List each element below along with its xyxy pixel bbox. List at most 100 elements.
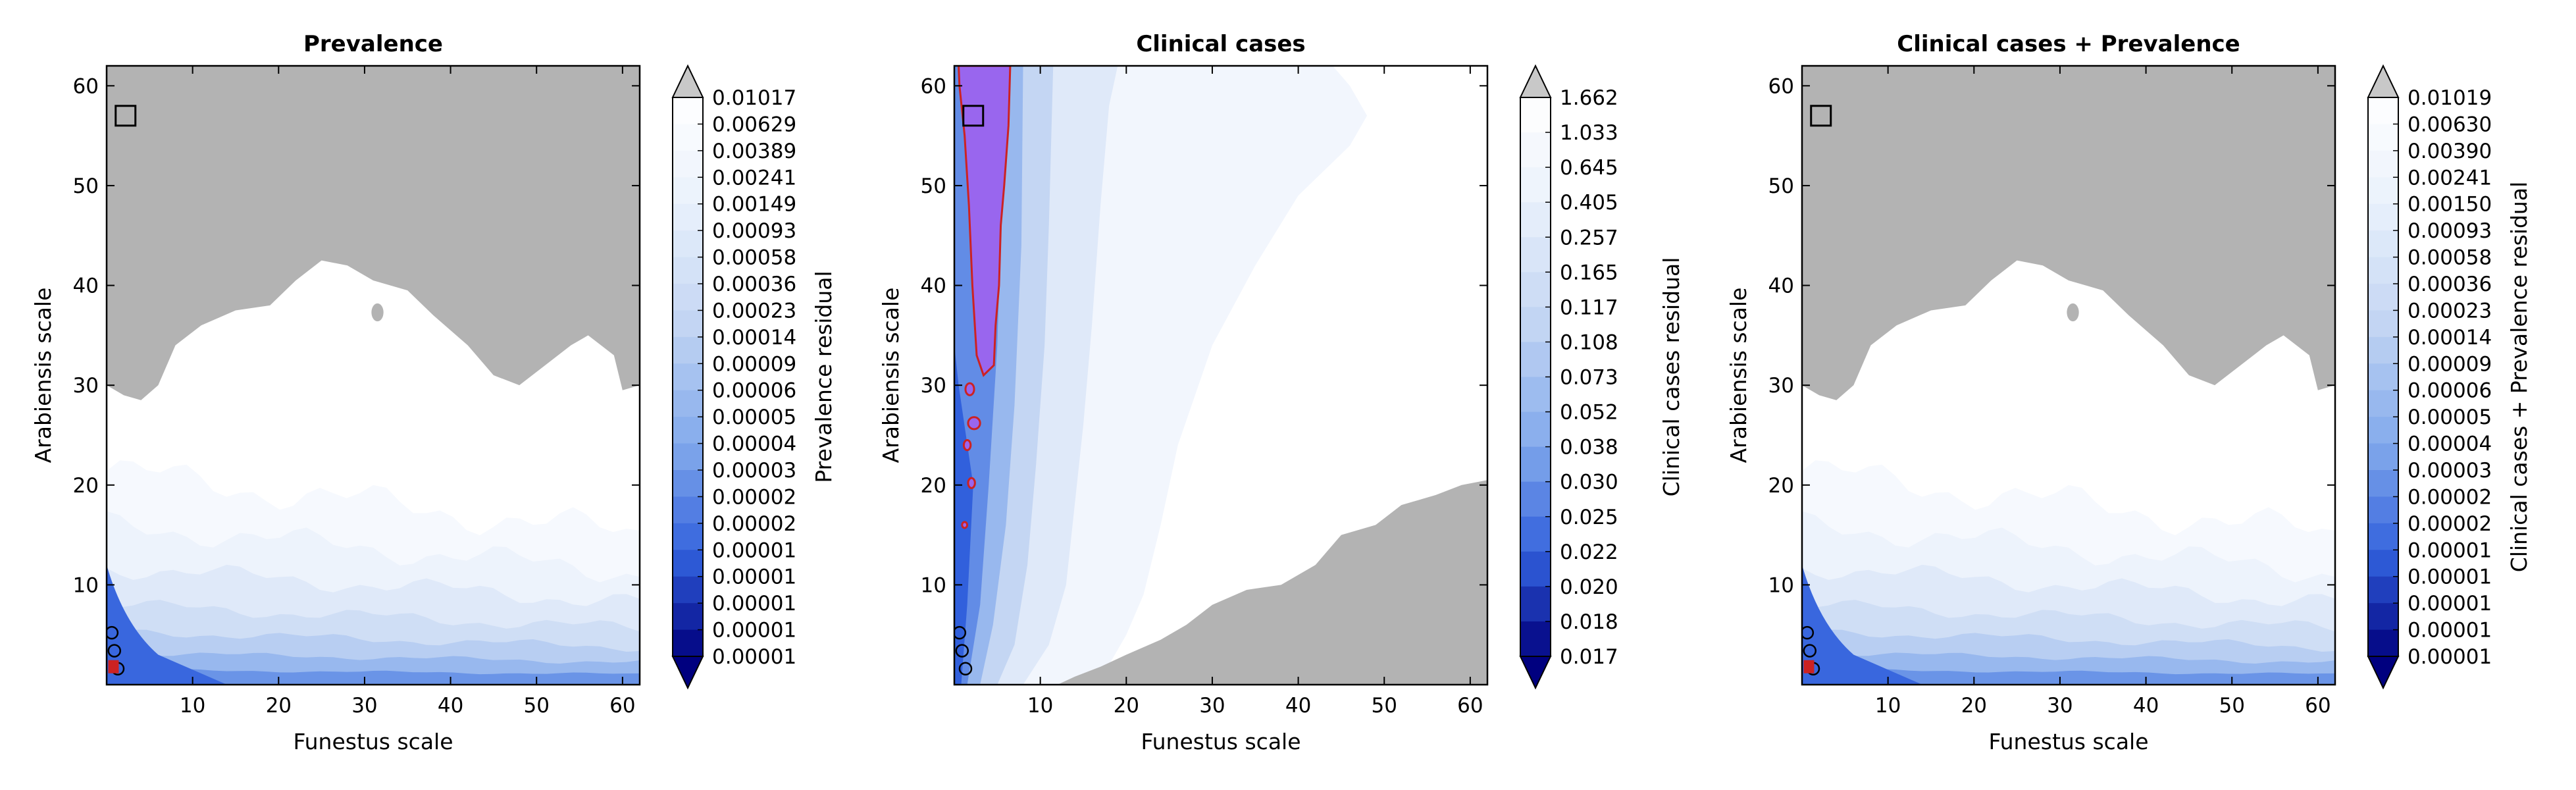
colorbar-tick-label: 1.033 bbox=[1560, 121, 1618, 145]
colorbar-segment bbox=[2368, 336, 2398, 364]
x-tick-label: 50 bbox=[523, 694, 549, 718]
colorbar-tick-label: 0.00004 bbox=[712, 433, 796, 456]
colorbar-segment bbox=[673, 496, 703, 524]
contour-circle-2 bbox=[107, 644, 122, 658]
colorbar-tick-label: 0.00001 bbox=[2408, 592, 2492, 616]
colorbar-tick-label: 0.165 bbox=[1560, 261, 1618, 284]
x-tick-label: 10 bbox=[180, 694, 205, 718]
y-tick-label: 60 bbox=[73, 74, 99, 98]
colorbar-segment bbox=[673, 203, 703, 231]
axes-frame bbox=[105, 65, 641, 686]
y-tick-label: 40 bbox=[73, 275, 99, 298]
contour-level-7 bbox=[107, 669, 640, 685]
colorbar-tick-label: 0.00036 bbox=[712, 273, 796, 296]
colorbar-extend-min bbox=[671, 656, 704, 690]
x-tick-label: 20 bbox=[1114, 694, 1139, 718]
colorbar-tick-label: 0.00058 bbox=[712, 246, 796, 270]
colorbar-tick-label: 0.00001 bbox=[2408, 645, 2492, 669]
y-tick-label: 20 bbox=[1768, 474, 1794, 498]
colorbar-tick-label: 0.00241 bbox=[712, 166, 796, 190]
colorbar-tick-label: 0.00006 bbox=[712, 379, 796, 403]
colorbar-segment bbox=[673, 363, 703, 391]
colorbar-tick-label: 0.020 bbox=[1560, 575, 1618, 599]
colorbar-segment bbox=[673, 284, 703, 311]
colorbar-segment bbox=[673, 470, 703, 498]
colorbar-segment bbox=[673, 150, 703, 178]
colorbar-segment bbox=[673, 336, 703, 364]
significant-blob-3 bbox=[962, 439, 972, 452]
colorbar-segment bbox=[1520, 586, 1551, 622]
axes-frame bbox=[953, 65, 1489, 686]
y-tick-label: 50 bbox=[921, 174, 946, 198]
colorbar-segment bbox=[673, 603, 703, 631]
colorbar: 0.010190.006300.003900.002410.001500.000… bbox=[2367, 64, 2532, 690]
axes-frame bbox=[1801, 65, 2336, 686]
chart-panel-1: 10 20 30 40 50 60 10 20 30 40 50 60 Prevalence Funest… bbox=[30, 31, 837, 754]
x-axis-label: Funestus scale bbox=[293, 729, 453, 754]
colorbar-segment bbox=[2368, 523, 2398, 550]
colorbar-segment bbox=[673, 390, 703, 417]
colorbar-tick-label: 0.017 bbox=[1560, 645, 1618, 669]
contour-fill-1 bbox=[108, 660, 119, 673]
x-axis-label: Funestus scale bbox=[1988, 729, 2148, 754]
colorbar-tick-label: 0.00014 bbox=[2408, 326, 2492, 350]
colorbar-segment bbox=[1520, 97, 1551, 133]
x-tick-label: 10 bbox=[1875, 694, 1901, 718]
colorbar-tick-label: 0.00389 bbox=[712, 140, 796, 163]
y-tick-label: 60 bbox=[921, 74, 946, 98]
colorbar-segment bbox=[2368, 203, 2398, 231]
contour-circle-2 bbox=[1803, 644, 1817, 658]
colorbar-segment bbox=[1520, 342, 1551, 378]
colorbar-tick-label: 0.01019 bbox=[2408, 86, 2492, 110]
x-tick-label: 60 bbox=[609, 694, 635, 718]
colorbar-tick-label: 0.00149 bbox=[712, 193, 796, 217]
colorbar-tick-label: 0.00001 bbox=[712, 566, 796, 589]
colorbar-tick-label: 0.00093 bbox=[712, 219, 796, 243]
colorbar-tick-label: 0.025 bbox=[1560, 506, 1618, 529]
contour-level-6 bbox=[954, 345, 973, 685]
colorbar-tick-label: 0.00002 bbox=[712, 512, 796, 536]
colorbar-tick-label: 0.00002 bbox=[712, 485, 796, 509]
colorbar-tick-label: 0.00023 bbox=[2408, 299, 2492, 323]
colorbar-segment bbox=[1520, 377, 1551, 413]
colorbar-segment bbox=[2368, 310, 2398, 338]
colorbar-segment bbox=[1520, 237, 1551, 273]
colorbar-tick-label: 0.405 bbox=[1560, 191, 1618, 215]
y-axis-label: Arabiensis scale bbox=[1726, 288, 1751, 463]
colorbar-tick-label: 0.00003 bbox=[2408, 459, 2492, 483]
colorbar-segment bbox=[1520, 202, 1551, 238]
colorbar-tick-label: 0.00001 bbox=[712, 645, 796, 669]
y-axis-label: Arabiensis scale bbox=[30, 288, 56, 463]
y-tick-label: 50 bbox=[1768, 174, 1794, 198]
colorbar-tick-label: 0.108 bbox=[1560, 330, 1618, 354]
y-tick-label: 10 bbox=[921, 573, 946, 597]
colorbar-segment bbox=[2368, 470, 2398, 498]
colorbar-tick-label: 0.00629 bbox=[712, 113, 796, 136]
y-tick-label: 10 bbox=[73, 573, 99, 597]
colorbar-tick-label: 0.00001 bbox=[2408, 539, 2492, 562]
contour-circle-3 bbox=[958, 662, 973, 675]
x-tick-label: 20 bbox=[1961, 694, 1987, 718]
x-tick-label: 50 bbox=[1371, 694, 1397, 718]
colorbar-segment bbox=[673, 230, 703, 258]
colorbar-segment bbox=[673, 576, 703, 604]
colorbar-tick-label: 0.00003 bbox=[712, 459, 796, 483]
gray-region bbox=[1057, 480, 1487, 685]
y-tick-label: 30 bbox=[921, 374, 946, 398]
colorbar-tick-label: 0.00150 bbox=[2408, 193, 2492, 217]
colorbar-tick-label: 0.052 bbox=[1560, 401, 1618, 425]
colorbar-tick-label: 0.257 bbox=[1560, 226, 1618, 250]
colorbar-segment bbox=[2368, 390, 2398, 417]
colorbar-segment bbox=[673, 523, 703, 550]
contour-circle-1 bbox=[107, 625, 119, 640]
y-tick-label: 20 bbox=[73, 474, 99, 498]
chart-panel-3: 10 20 30 40 50 60 10 20 30 40 50 60 Clinical cases +… bbox=[1726, 31, 2532, 754]
colorbar-tick-label: 0.018 bbox=[1560, 610, 1618, 634]
x-tick-label: 10 bbox=[1027, 694, 1053, 718]
colorbar-frame bbox=[2367, 97, 2399, 657]
colorbar-extend-min bbox=[2367, 656, 2400, 690]
colorbar-segment bbox=[1520, 411, 1551, 448]
colorbar-label: Clinical cases residual bbox=[1659, 257, 1684, 497]
colorbar-extend-max bbox=[1519, 64, 1552, 98]
colorbar-segment bbox=[2368, 284, 2398, 311]
